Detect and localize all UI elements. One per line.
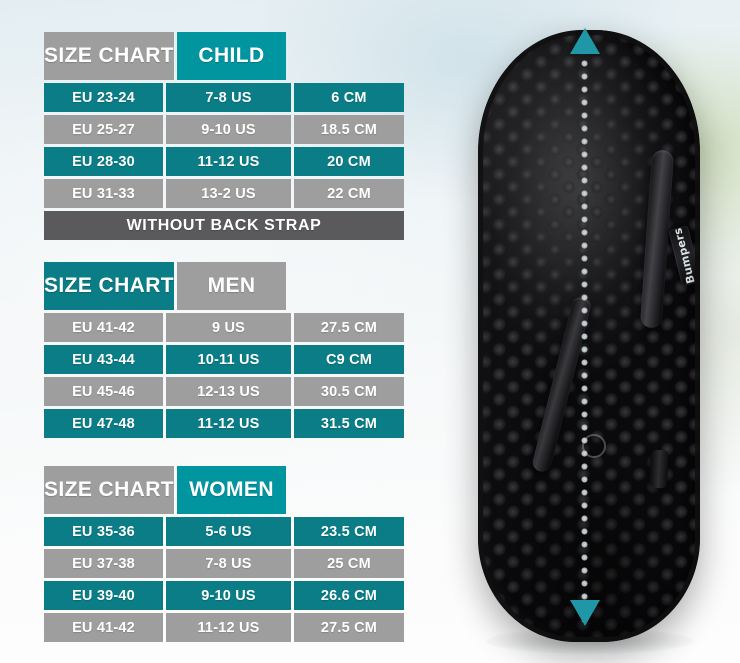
cell-us: 7-8 US bbox=[166, 549, 291, 578]
size-chart-men: SIZE CHART MEN EU 41-42 9 US 27.5 CM EU … bbox=[44, 262, 404, 441]
cell-eu: EU 41-42 bbox=[44, 613, 163, 642]
cell-us: 11-12 US bbox=[166, 409, 291, 438]
table-row: EU 45-46 12-13 US 30.5 CM bbox=[44, 377, 404, 406]
chart-note-child: WITHOUT BACK STRAP bbox=[44, 211, 404, 240]
cell-us: 5-6 US bbox=[166, 517, 291, 546]
chart-header-child: SIZE CHART CHILD bbox=[44, 32, 404, 80]
honeycomb-texture bbox=[478, 30, 700, 642]
size-chart-tables: SIZE CHART CHILD EU 23-24 7-8 US 6 CM EU… bbox=[44, 0, 404, 663]
arrow-up-icon bbox=[570, 28, 600, 54]
cell-us: 9-10 US bbox=[166, 115, 291, 144]
cell-cm: 27.5 CM bbox=[294, 613, 404, 642]
table-row: EU 43-44 10-11 US C9 CM bbox=[44, 345, 404, 374]
cell-cm: 20 CM bbox=[294, 147, 404, 176]
table-row: EU 37-38 7-8 US 25 CM bbox=[44, 549, 404, 578]
cell-eu: EU 37-38 bbox=[44, 549, 163, 578]
chart-title-child: SIZE CHART bbox=[44, 32, 174, 80]
cell-us: 10-11 US bbox=[166, 345, 291, 374]
cell-eu: EU 23-24 bbox=[44, 83, 163, 112]
chart-header-women: SIZE CHART WOMEN bbox=[44, 466, 404, 514]
size-chart-child: SIZE CHART CHILD EU 23-24 7-8 US 6 CM EU… bbox=[44, 32, 404, 240]
cell-us: 9-10 US bbox=[166, 581, 291, 610]
cell-us: 9 US bbox=[166, 313, 291, 342]
table-row: EU 39-40 9-10 US 26.6 CM bbox=[44, 581, 404, 610]
cell-eu: EU 25-27 bbox=[44, 115, 163, 144]
table-row: EU 25-27 9-10 US 18.5 CM bbox=[44, 115, 404, 144]
chart-title-women: SIZE CHART bbox=[44, 466, 174, 514]
chart-header-men: SIZE CHART MEN bbox=[44, 262, 404, 310]
cell-eu: EU 45-46 bbox=[44, 377, 163, 406]
cell-eu: EU 31-33 bbox=[44, 179, 163, 208]
chart-title-men: SIZE CHART bbox=[44, 262, 174, 310]
product-photo-sandal: Bumpers bbox=[430, 0, 740, 663]
cell-eu: EU 35-36 bbox=[44, 517, 163, 546]
chart-group-men: MEN bbox=[177, 262, 286, 310]
cell-cm: 23.5 CM bbox=[294, 517, 404, 546]
cell-us: 12-13 US bbox=[166, 377, 291, 406]
cell-eu: EU 43-44 bbox=[44, 345, 163, 374]
cell-cm: 27.5 CM bbox=[294, 313, 404, 342]
cell-cm: 18.5 CM bbox=[294, 115, 404, 144]
cell-us: 11-12 US bbox=[166, 147, 291, 176]
sandal-sole: Bumpers bbox=[478, 30, 700, 642]
chart-group-child: CHILD bbox=[177, 32, 286, 80]
cell-cm: 31.5 CM bbox=[294, 409, 404, 438]
cell-cm: 26.6 CM bbox=[294, 581, 404, 610]
table-row: EU 41-42 11-12 US 27.5 CM bbox=[44, 613, 404, 642]
cell-cm: C9 CM bbox=[294, 345, 404, 374]
table-row: EU 31-33 13-2 US 22 CM bbox=[44, 179, 404, 208]
table-row: EU 41-42 9 US 27.5 CM bbox=[44, 313, 404, 342]
cell-cm: 30.5 CM bbox=[294, 377, 404, 406]
sandal-highlight bbox=[478, 30, 700, 642]
cell-eu: EU 28-30 bbox=[44, 147, 163, 176]
dotted-measure-line-icon bbox=[581, 44, 588, 622]
table-row: EU 35-36 5-6 US 23.5 CM bbox=[44, 517, 404, 546]
chart-group-women: WOMEN bbox=[177, 466, 286, 514]
size-chart-women: SIZE CHART WOMEN EU 35-36 5-6 US 23.5 CM… bbox=[44, 466, 404, 645]
cell-us: 13-2 US bbox=[166, 179, 291, 208]
cell-cm: 22 CM bbox=[294, 179, 404, 208]
cell-cm: 6 CM bbox=[294, 83, 404, 112]
cell-eu: EU 39-40 bbox=[44, 581, 163, 610]
cell-cm: 25 CM bbox=[294, 549, 404, 578]
table-row: EU 23-24 7-8 US 6 CM bbox=[44, 83, 404, 112]
arrow-down-icon bbox=[570, 600, 600, 626]
cell-us: 11-12 US bbox=[166, 613, 291, 642]
table-row: EU 47-48 11-12 US 31.5 CM bbox=[44, 409, 404, 438]
sandal-rim bbox=[478, 30, 700, 642]
cell-eu: EU 41-42 bbox=[44, 313, 163, 342]
cell-eu: EU 47-48 bbox=[44, 409, 163, 438]
cell-us: 7-8 US bbox=[166, 83, 291, 112]
table-row: EU 28-30 11-12 US 20 CM bbox=[44, 147, 404, 176]
